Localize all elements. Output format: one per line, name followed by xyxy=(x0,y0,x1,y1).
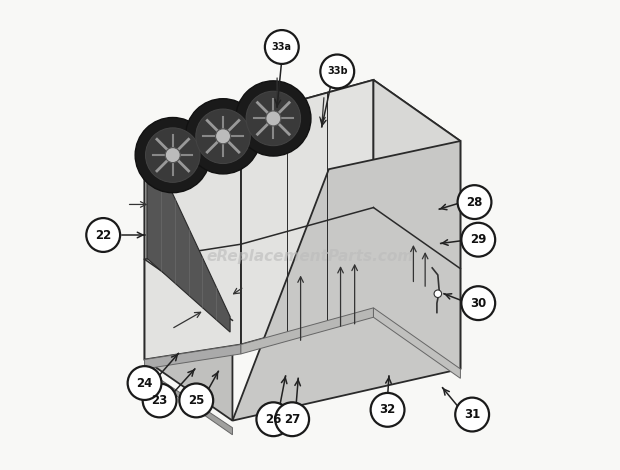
Circle shape xyxy=(185,99,260,174)
Circle shape xyxy=(166,148,180,163)
Circle shape xyxy=(455,398,489,431)
Polygon shape xyxy=(373,308,461,378)
Polygon shape xyxy=(232,141,461,421)
Text: 25: 25 xyxy=(188,394,205,407)
Circle shape xyxy=(246,91,301,146)
Circle shape xyxy=(458,185,492,219)
Polygon shape xyxy=(241,308,373,354)
Polygon shape xyxy=(144,132,232,421)
Text: 27: 27 xyxy=(284,413,300,426)
Circle shape xyxy=(135,118,210,193)
Text: 33b: 33b xyxy=(327,66,348,77)
Text: 30: 30 xyxy=(470,297,486,310)
Circle shape xyxy=(461,223,495,257)
Circle shape xyxy=(434,290,441,298)
Text: 28: 28 xyxy=(466,196,483,209)
Text: 22: 22 xyxy=(95,228,112,242)
Circle shape xyxy=(179,384,213,417)
Circle shape xyxy=(146,128,200,182)
Polygon shape xyxy=(241,80,461,169)
Polygon shape xyxy=(144,369,232,435)
Text: 32: 32 xyxy=(379,403,396,416)
Circle shape xyxy=(143,384,177,417)
Circle shape xyxy=(266,111,281,126)
Circle shape xyxy=(321,55,354,88)
Circle shape xyxy=(196,109,250,164)
Polygon shape xyxy=(241,80,373,345)
Polygon shape xyxy=(144,345,241,369)
Text: 23: 23 xyxy=(151,394,168,407)
Polygon shape xyxy=(373,80,461,369)
Text: 26: 26 xyxy=(265,413,281,426)
Text: 29: 29 xyxy=(470,233,487,246)
Circle shape xyxy=(275,402,309,436)
Text: 24: 24 xyxy=(136,376,153,390)
Circle shape xyxy=(461,286,495,320)
Circle shape xyxy=(128,366,161,400)
Circle shape xyxy=(236,81,311,156)
Circle shape xyxy=(257,402,290,436)
Circle shape xyxy=(86,218,120,252)
Text: 33a: 33a xyxy=(272,42,292,52)
Circle shape xyxy=(265,30,299,64)
Polygon shape xyxy=(144,117,329,193)
Text: eReplacementParts.com: eReplacementParts.com xyxy=(206,249,414,264)
Circle shape xyxy=(216,129,231,144)
Polygon shape xyxy=(144,117,241,360)
Polygon shape xyxy=(147,139,230,332)
Circle shape xyxy=(371,393,404,427)
Text: 31: 31 xyxy=(464,408,480,421)
